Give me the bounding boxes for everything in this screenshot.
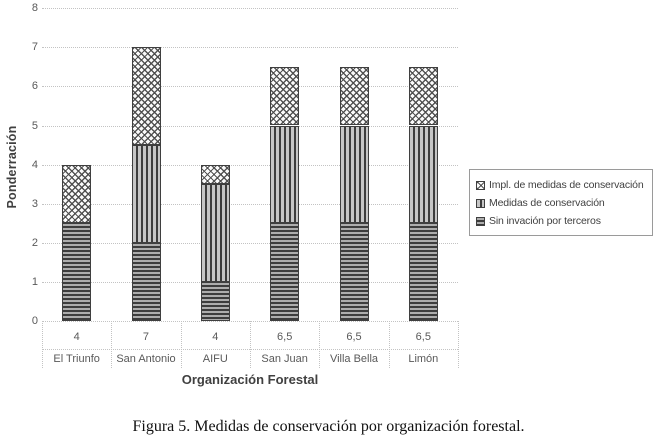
bar-segment — [270, 223, 300, 321]
gridline — [42, 86, 458, 88]
bar-segment — [339, 223, 369, 321]
category-name-label: San Juan — [261, 353, 308, 365]
bar-segment — [131, 145, 161, 243]
y-tick-label: 3 — [31, 197, 38, 210]
y-tick-label: 6 — [31, 80, 38, 93]
bar-segment — [270, 66, 300, 126]
category-value-label: 4 — [212, 331, 219, 343]
diagonal-crosshatch-swatch-icon — [476, 180, 485, 190]
y-tick-label: 7 — [31, 41, 38, 54]
legend-item: Sin invación por terceros — [476, 212, 648, 230]
gridline — [42, 281, 458, 283]
bar-segment — [408, 223, 438, 321]
category-value-label: 4 — [73, 331, 80, 343]
category-name-label: San Antonio — [116, 353, 176, 365]
category-value-label: 6,5 — [346, 331, 362, 343]
legend-label: Sin invación por terceros — [489, 215, 601, 227]
horizontal-stripes-swatch-icon — [476, 216, 485, 226]
gridline — [42, 8, 458, 10]
y-tick-label: 1 — [31, 275, 38, 288]
category-name-label: AIFU — [202, 353, 228, 365]
vertical-stripes-swatch-icon — [476, 198, 485, 208]
bar-segment — [62, 223, 92, 321]
bar-segment — [339, 66, 369, 126]
bar-segment — [200, 164, 230, 185]
gridline — [42, 164, 458, 166]
category-separator — [319, 321, 321, 368]
y-tick-label: 5 — [31, 119, 38, 132]
x-axis-title: Organización Forestal — [181, 372, 319, 387]
y-tick-label: 4 — [31, 158, 38, 171]
gridline — [42, 125, 458, 127]
bar-segment — [200, 281, 230, 321]
category-name-label: El Triunfo — [53, 353, 100, 365]
category-separator — [42, 321, 43, 368]
bar-segment — [408, 125, 438, 224]
bar-segment — [62, 164, 92, 224]
legend-label: Medidas de conservación — [489, 197, 605, 209]
bar-segment — [200, 184, 230, 282]
y-tick-label: 0 — [31, 315, 38, 327]
bar-segment — [339, 125, 369, 224]
category-name-label: Limón — [408, 353, 439, 365]
legend-label: Impl. de medidas de conservación — [489, 179, 644, 191]
y-tick-label: 2 — [31, 236, 38, 249]
category-separator — [111, 321, 113, 368]
legend-item: Medidas de conservación — [476, 194, 648, 212]
category-separator — [458, 321, 459, 368]
bar-segment — [131, 47, 161, 146]
category-value-label: 7 — [142, 331, 150, 343]
gridline — [42, 47, 458, 49]
gridline — [42, 203, 458, 205]
legend-item: Impl. de medidas de conservación — [476, 176, 648, 194]
bar-segment — [270, 125, 300, 224]
category-value-label: 6,5 — [415, 331, 431, 343]
gridline — [42, 242, 458, 244]
category-separator — [250, 321, 251, 368]
category-name-label: Villa Bella — [329, 353, 379, 365]
legend: Impl. de medidas de conservación Medidas… — [469, 169, 653, 236]
bar-segment — [131, 242, 161, 321]
category-value-label: 6,5 — [277, 331, 293, 343]
category-separator — [180, 321, 182, 368]
figure-caption: Figura 5. Medidas de conservación por or… — [132, 418, 525, 435]
category-separator — [388, 321, 390, 368]
y-tick-label: 8 — [31, 2, 38, 15]
bar-segment — [408, 66, 438, 126]
